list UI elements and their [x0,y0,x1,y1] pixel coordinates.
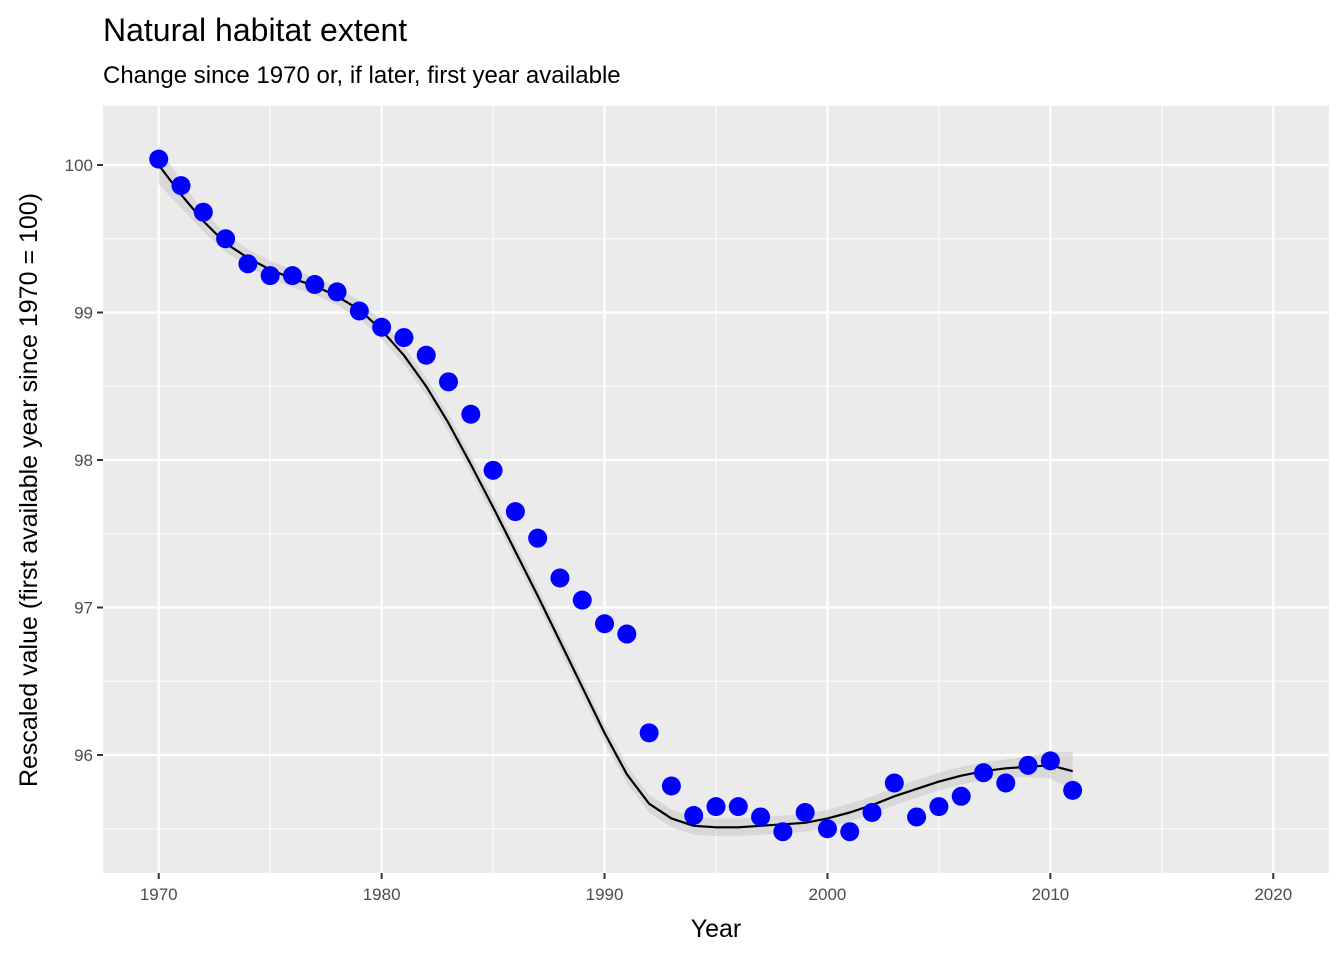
data-point [617,624,637,644]
data-point [996,773,1016,793]
x-axis: 1970 1980 1990 2000 2010 2020 [140,873,1292,904]
data-point [595,614,615,634]
data-point [260,266,280,286]
data-point [394,328,414,348]
data-point [305,274,325,294]
data-point [929,797,949,817]
data-point [238,254,258,274]
data-point [951,786,971,806]
y-axis-title: Rescaled value (first available year sin… [15,193,43,787]
data-point [639,723,659,743]
x-axis-title: Year [691,915,742,943]
data-point [349,301,369,321]
data-point [840,822,860,842]
data-point [327,282,347,302]
y-tick-label: 97 [74,599,93,618]
data-point [706,797,726,817]
x-tick-label: 1970 [140,885,178,904]
data-point [461,404,481,424]
data-point [550,568,570,588]
data-point [973,763,993,783]
x-tick-label: 1980 [363,885,401,904]
data-point [817,819,837,839]
chart-title: Natural habitat extent [103,12,407,48]
data-point [862,803,882,823]
data-point [884,773,904,793]
data-point [372,317,392,337]
data-point [282,266,302,286]
data-point [572,590,592,610]
data-point [661,776,681,796]
data-points [149,149,1083,842]
y-tick-label: 98 [74,451,93,470]
data-point [773,822,793,842]
x-tick-label: 2010 [1031,885,1069,904]
y-tick-label: 100 [65,156,93,175]
data-point [483,460,503,480]
data-point [193,202,213,222]
data-point [439,372,459,392]
data-point [149,149,169,169]
data-point [1063,780,1083,800]
data-point [171,176,191,196]
y-axis: 96 97 98 99 100 [65,156,103,765]
y-tick-label: 96 [74,746,93,765]
grid-major [103,106,1329,873]
data-point [728,797,748,817]
data-point [505,502,525,522]
data-point [751,807,771,827]
data-point [216,229,236,249]
data-point [1040,751,1060,771]
chart-subtitle: Change since 1970 or, if later, first ye… [103,62,621,89]
data-point [528,528,548,548]
x-tick-label: 2000 [809,885,847,904]
y-tick-label: 99 [74,304,93,323]
data-point [1018,755,1038,775]
x-tick-label: 1990 [586,885,624,904]
x-tick-label: 2020 [1254,885,1292,904]
data-point [795,803,815,823]
data-point [684,805,704,825]
data-point [907,807,927,827]
data-point [416,345,436,365]
